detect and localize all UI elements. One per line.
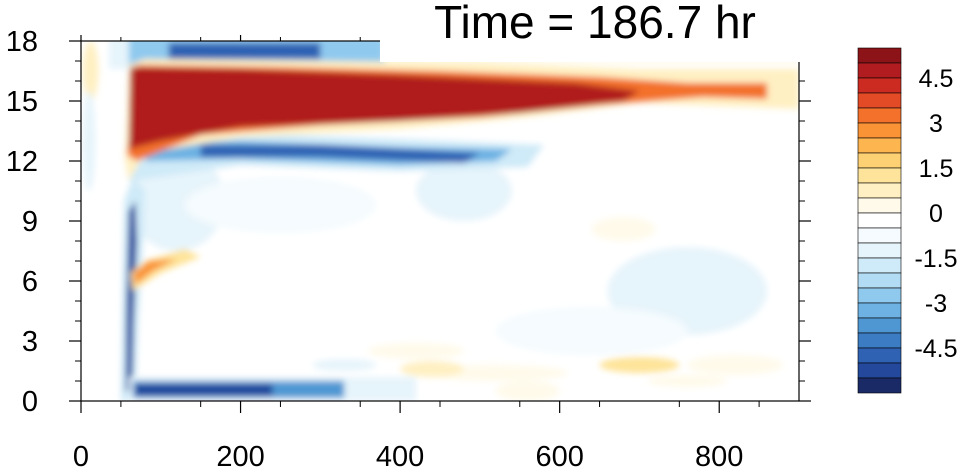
positive-patch-mid — [130, 249, 201, 291]
x-tick-label: 400 — [376, 441, 424, 473]
light-negative-patch — [416, 161, 512, 221]
heatmap-field — [82, 41, 799, 401]
negative-patch-edge — [82, 91, 96, 191]
y-tick-label: 3 — [22, 326, 38, 358]
main-positive-band-core — [128, 67, 640, 149]
positive-patch — [599, 357, 680, 373]
colorbar-box — [857, 347, 902, 364]
colorbar-box — [857, 227, 902, 244]
colorbar-box — [857, 212, 902, 229]
colorbar-box — [857, 362, 902, 379]
colorbar-label: -1.5 — [914, 245, 957, 273]
mid-negative-band-core — [200, 145, 480, 163]
colorbar-box — [857, 137, 902, 154]
y-tick-label: 6 — [22, 266, 38, 298]
y-tick-label: 12 — [6, 146, 38, 178]
y-tick-label: 18 — [6, 26, 38, 58]
colorbar-box — [857, 257, 902, 274]
chart-title: Time = 186.7 hr — [434, 0, 756, 48]
upper-negative-band-core — [168, 43, 321, 59]
light-negative-patch — [495, 307, 688, 355]
colorbar-label: 1.5 — [919, 155, 954, 183]
colorbar-box — [857, 287, 902, 304]
positive-patch-mid-core — [133, 259, 177, 285]
colorbar-box — [857, 302, 902, 319]
y-tick-label: 15 — [6, 86, 38, 118]
y-axis: 0 3 6 9 12 15 18 — [6, 26, 811, 418]
x-axis: 0 200 400 600 800 — [73, 35, 760, 473]
x-tick-label: 0 — [73, 441, 89, 473]
bottom-negative-band-core — [135, 384, 273, 396]
colorbar-box — [857, 377, 902, 394]
colorbar-label: 3 — [929, 110, 943, 138]
title-background — [380, 0, 820, 62]
colorbar-box — [857, 272, 902, 289]
plot-area — [81, 41, 799, 401]
light-negative-patch — [184, 177, 377, 233]
colorbar-label: -4.5 — [914, 335, 957, 363]
colorbar: 4.5 3 1.5 0 -1.5 -3 -4.5 — [857, 47, 958, 394]
colorbar-box — [857, 47, 902, 64]
colorbar-box — [857, 77, 902, 94]
positive-patch — [368, 343, 464, 359]
colorbar-label: -3 — [925, 290, 947, 318]
positive-patch-edge — [82, 41, 99, 101]
positive-patch — [591, 217, 656, 241]
colorbar-label: 0 — [929, 200, 943, 228]
colorbar-label: 4.5 — [919, 65, 954, 93]
positive-patch — [495, 381, 560, 401]
positive-patch — [687, 355, 784, 375]
colorbar-box — [857, 107, 902, 124]
colorbar-box — [857, 62, 902, 79]
positive-patch — [647, 375, 728, 387]
colorbar-box — [857, 122, 902, 139]
colorbar-box — [857, 92, 902, 109]
vertical-negative-column — [125, 201, 137, 391]
negative-patch — [312, 359, 377, 371]
y-tick-label: 0 — [22, 386, 38, 418]
positive-patch — [400, 361, 464, 377]
colorbar-box — [857, 182, 902, 199]
colorbar-box — [857, 332, 902, 349]
colorbar-box — [857, 242, 902, 259]
y-tick-label: 9 — [22, 206, 38, 238]
x-tick-label: 200 — [216, 441, 264, 473]
x-tick-label: 800 — [695, 441, 743, 473]
colorbar-box — [857, 167, 902, 184]
colorbar-box — [857, 317, 902, 334]
colorbar-box — [857, 197, 902, 214]
x-tick-label: 600 — [535, 441, 583, 473]
colorbar-box — [857, 152, 902, 169]
